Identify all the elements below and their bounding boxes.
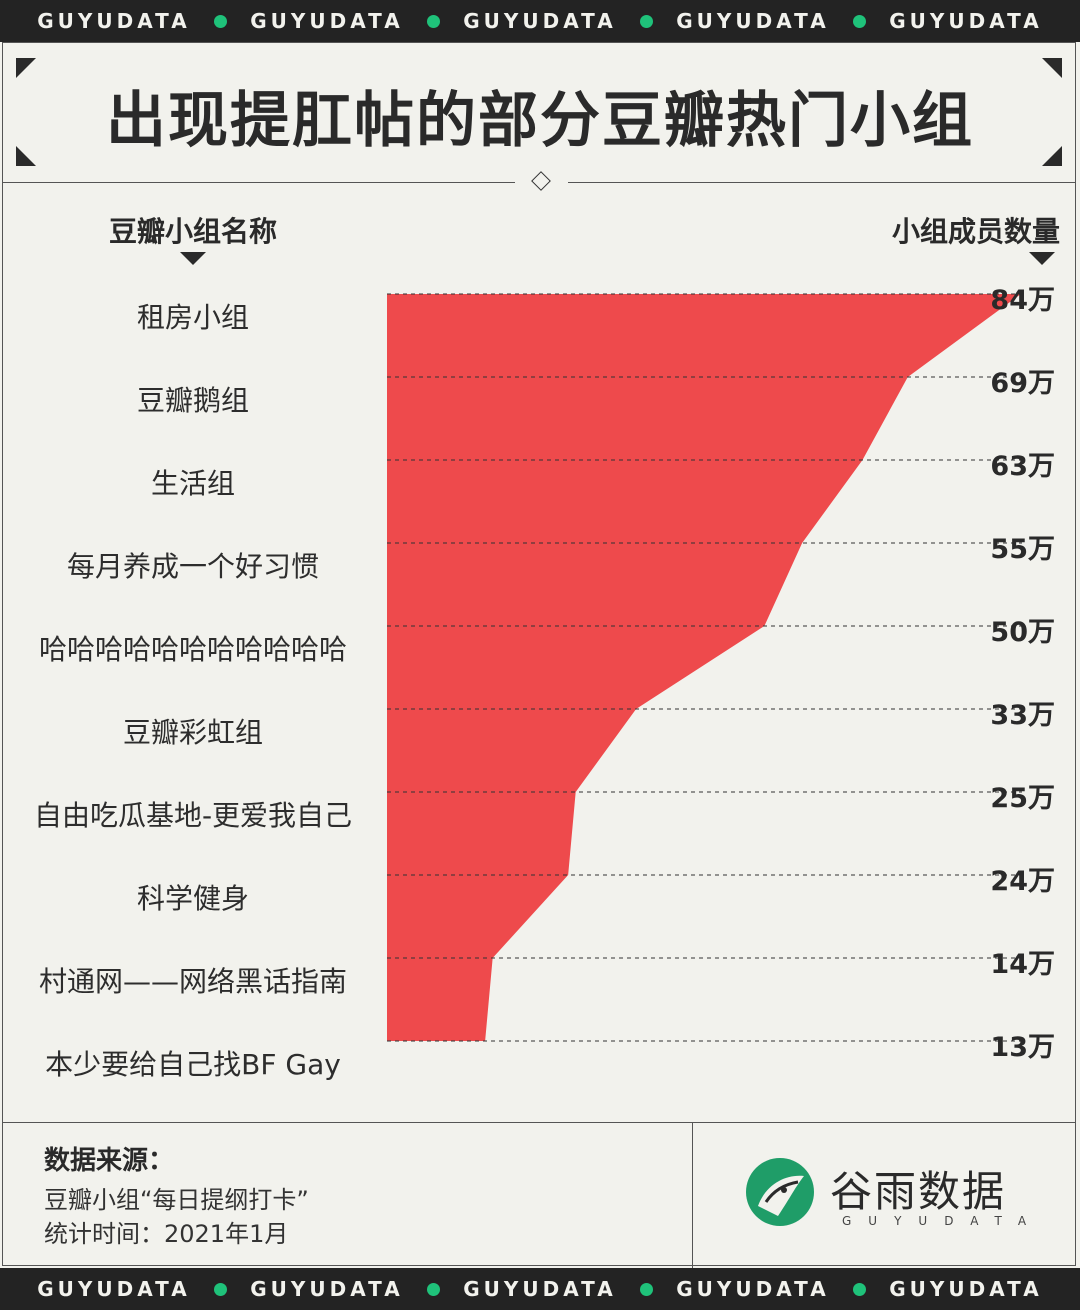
member-count-label: 69万: [990, 368, 1055, 399]
group-name-label: 租房小组: [136, 301, 249, 334]
band-dot-icon: [427, 14, 440, 28]
group-name-label: 哈哈哈哈哈哈哈哈哈哈哈: [38, 633, 347, 666]
top-banner: GUYUDATA GUYUDATA GUYUDATA GUYUDATA GUYUDATA: [0, 0, 1080, 42]
title-divider-right: [568, 182, 1076, 183]
member-count-area: [387, 294, 1021, 1041]
source-line-2: 统计时间：2021年1月: [44, 1220, 289, 1248]
band-word: GUYUDATA: [889, 9, 1043, 33]
band-word: GUYUDATA: [676, 1277, 830, 1301]
content-frame: [2, 42, 1076, 1266]
group-name-label: 本少要给自己找BF Gay: [45, 1048, 341, 1081]
band-dot-icon: [640, 1282, 653, 1296]
corner-mark-bottom-left: [16, 146, 36, 166]
band-word: GUYUDATA: [463, 1277, 617, 1301]
band-dot-icon: [214, 1282, 227, 1296]
band-dot-icon: [640, 14, 653, 28]
band-dot-icon: [853, 1282, 866, 1296]
group-name-label: 豆瓣彩虹组: [122, 716, 263, 749]
band-word: GUYUDATA: [676, 9, 830, 33]
corner-mark-top-right: [1042, 58, 1062, 78]
band-word: GUYUDATA: [37, 9, 191, 33]
corner-mark-top-left: [16, 58, 36, 78]
band-dot-icon: [214, 14, 227, 28]
group-name-label: 每月养成一个好习惯: [66, 550, 319, 583]
footer-divider: [2, 1122, 1076, 1123]
band-word: GUYUDATA: [37, 1277, 191, 1301]
band-word: GUYUDATA: [250, 1277, 404, 1301]
group-name-label: 村通网——网络黑话指南: [38, 965, 347, 998]
band-word: GUYUDATA: [250, 9, 404, 33]
member-count-label: 13万: [990, 1032, 1055, 1063]
member-count-label: 33万: [990, 700, 1055, 731]
member-count-label: 24万: [990, 866, 1055, 897]
group-name-label: 科学健身: [136, 882, 249, 915]
band-word: GUYUDATA: [463, 9, 617, 33]
chart-title: 出现提肛帖的部分豆瓣热门小组: [106, 86, 974, 156]
header-group-name: 豆瓣小组名称: [108, 215, 277, 248]
brand-name-cn: 谷雨数据: [830, 1167, 1007, 1216]
band-dot-icon: [427, 1282, 440, 1296]
header-right-down-icon: [1029, 252, 1055, 265]
member-count-label: 63万: [990, 451, 1055, 482]
header-member-count: 小组成员数量: [891, 215, 1060, 248]
corner-mark-bottom-right: [1042, 146, 1062, 166]
group-name-label: 自由吃瓜基地-更爱我自己: [33, 799, 353, 832]
band-word: GUYUDATA: [889, 1277, 1043, 1301]
member-count-label: 84万: [990, 285, 1055, 316]
group-name-label: 生活组: [150, 467, 235, 500]
brand-name-en: GUYUDATA: [842, 1214, 1044, 1228]
member-count-label: 14万: [990, 949, 1055, 980]
member-count-label: 25万: [990, 783, 1055, 814]
footer-vertical-divider: [692, 1122, 693, 1268]
bottom-banner: GUYUDATA GUYUDATA GUYUDATA GUYUDATA GUYUDATA: [0, 1268, 1080, 1310]
source-title: 数据来源：: [44, 1146, 175, 1176]
guyu-logo-icon: [746, 1158, 814, 1226]
band-dot-icon: [853, 14, 866, 28]
source-line-1: 豆瓣小组“每日提纲打卡”: [44, 1186, 309, 1214]
title-divider-left: [2, 182, 515, 183]
group-name-label: 豆瓣鹅组: [136, 384, 249, 417]
member-count-label: 50万: [990, 617, 1055, 648]
member-count-label: 55万: [990, 534, 1055, 565]
header-left-down-icon: [180, 252, 206, 265]
